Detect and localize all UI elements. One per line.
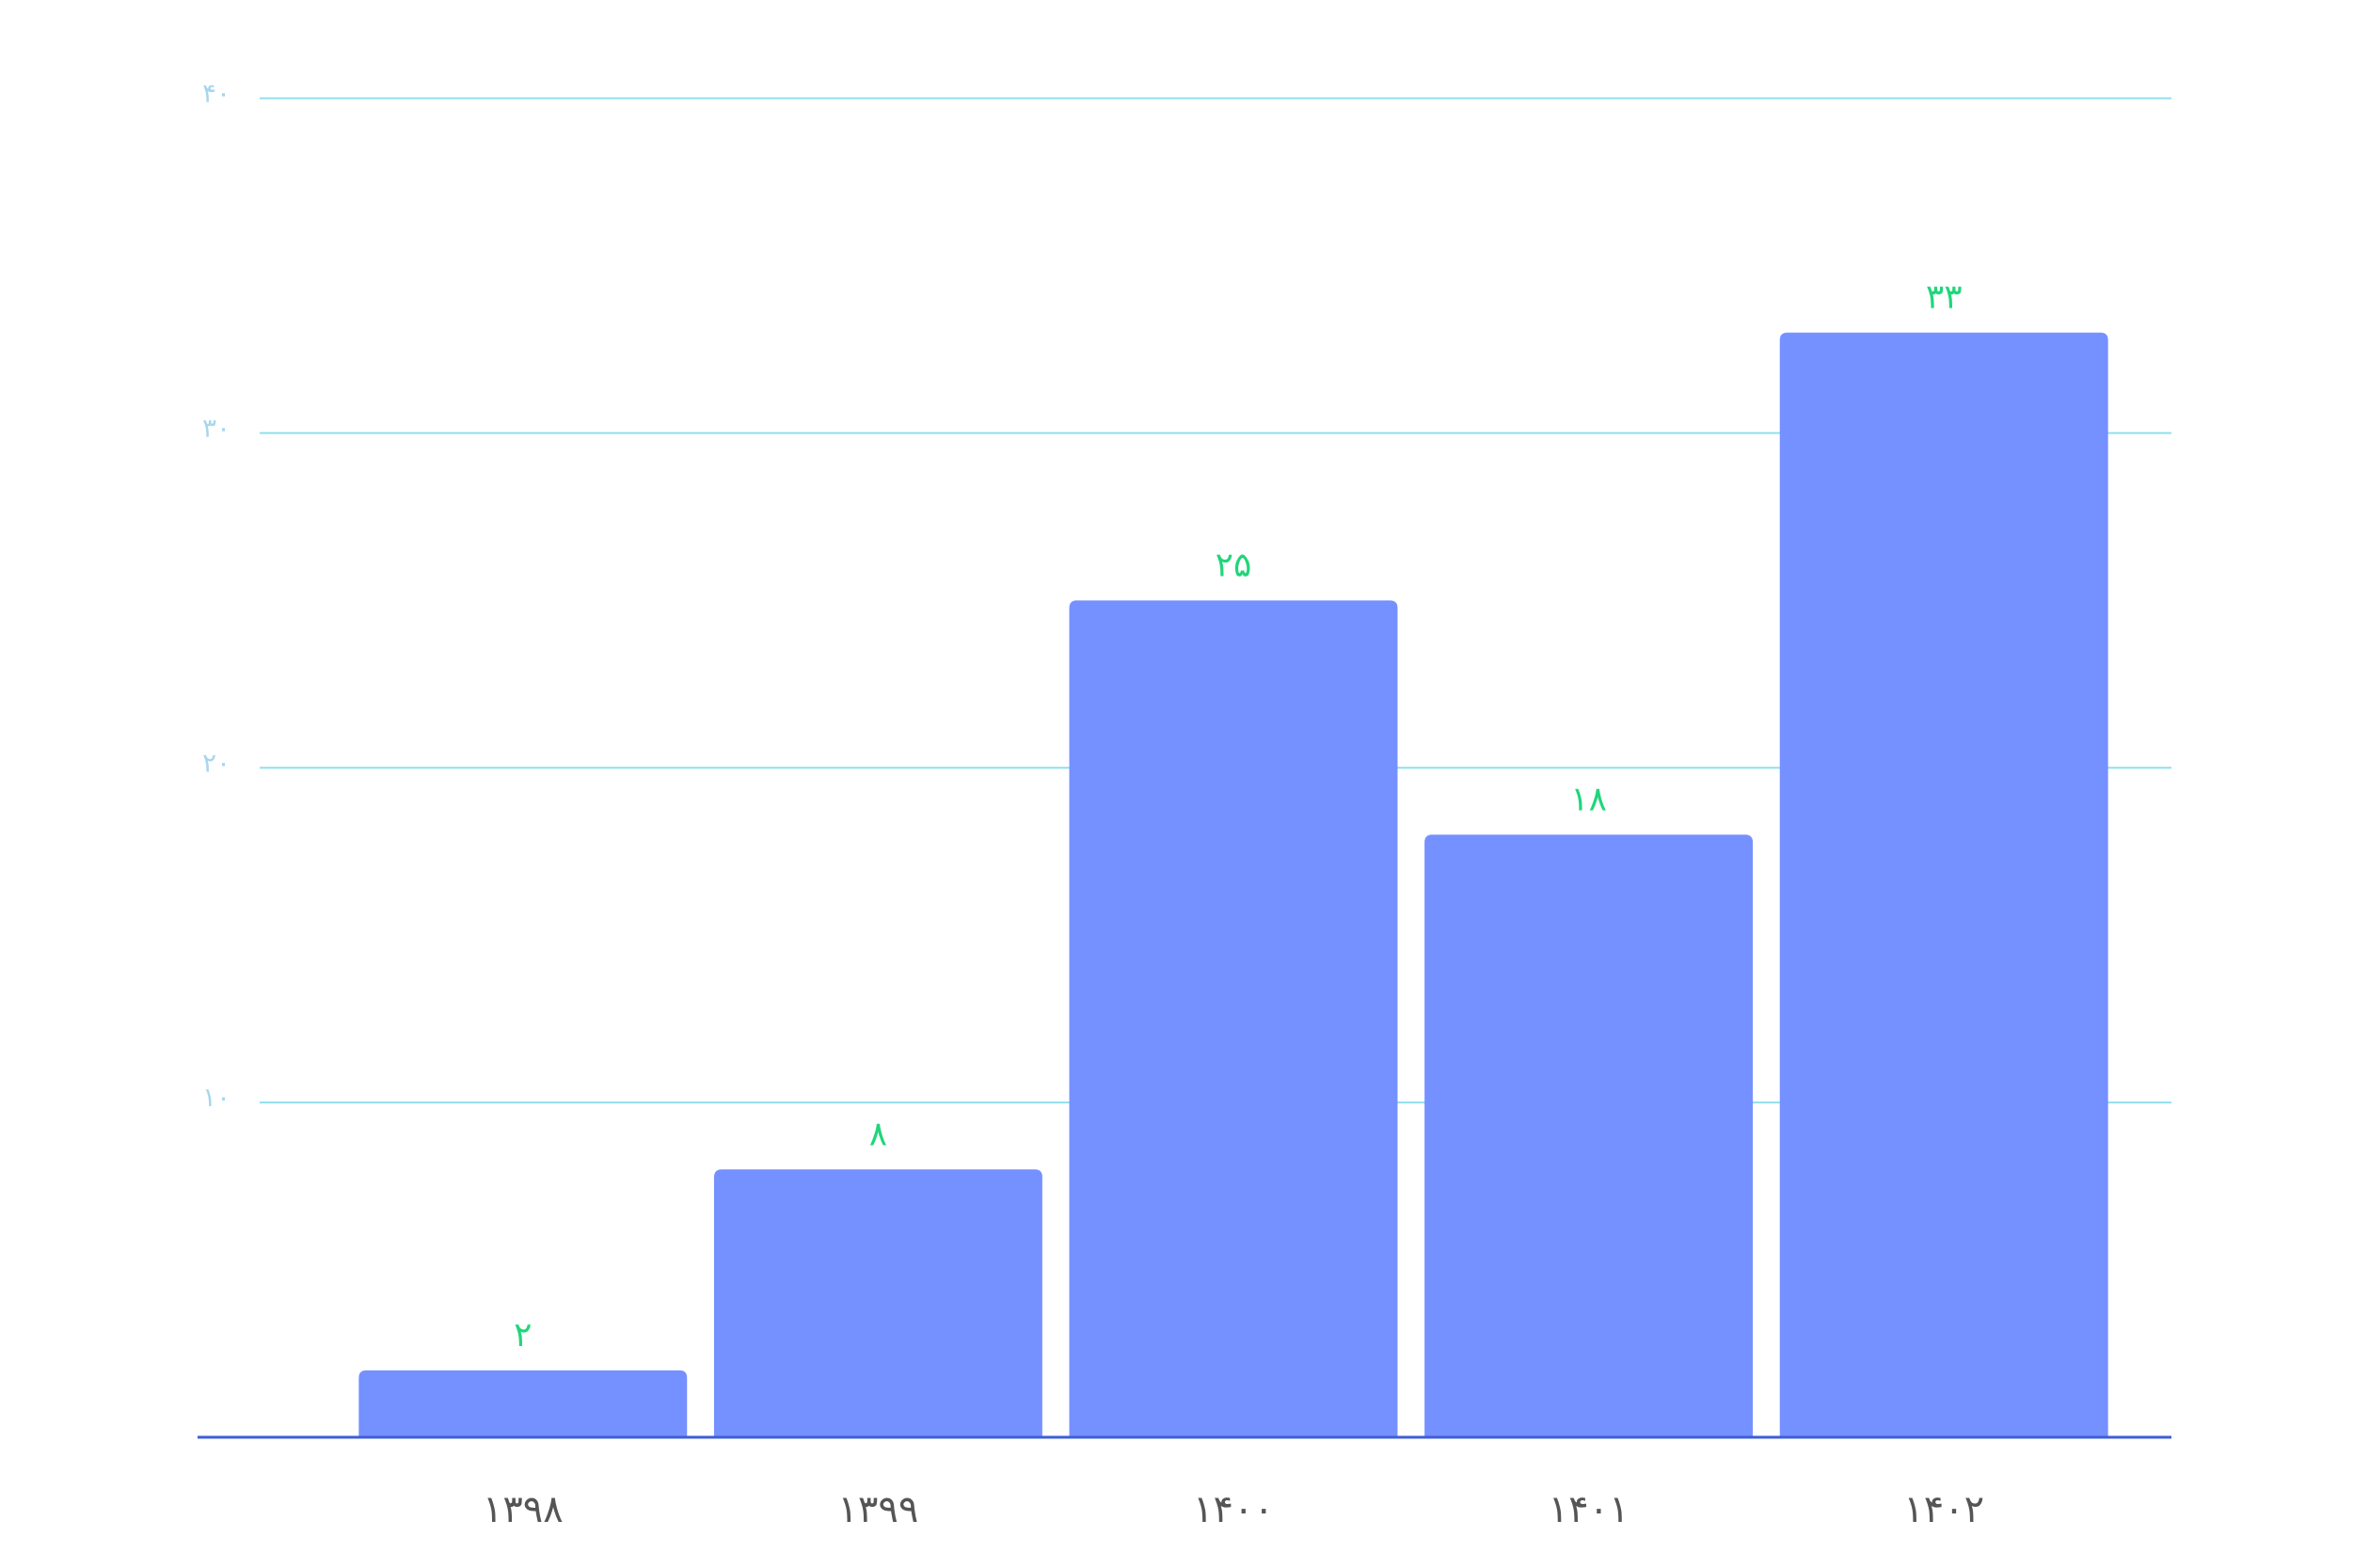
x-tick-label: ۱۴۰۰ — [1193, 1488, 1274, 1531]
y-tick-label: ۱۰ — [202, 1082, 231, 1113]
value-label: ۲ — [514, 1316, 532, 1354]
bar — [713, 1169, 1042, 1437]
value-label: ۳۳ — [1926, 278, 1963, 317]
y-tick-label: ۳۰ — [202, 412, 231, 443]
y-tick-label: ۲۰ — [202, 747, 231, 778]
y-tick-label: ۴۰ — [202, 78, 231, 109]
bar — [1424, 834, 1754, 1437]
value-label: ۲۵ — [1216, 546, 1252, 584]
bar — [1779, 332, 2108, 1437]
x-tick-label: ۱۳۹۸ — [483, 1488, 564, 1531]
x-tick-label: ۱۳۹۹ — [837, 1488, 918, 1531]
x-tick-label: ۱۴۰۲ — [1903, 1488, 1984, 1531]
x-tick-label: ۱۴۰۱ — [1549, 1488, 1630, 1531]
value-label: ۱۸ — [1570, 780, 1607, 818]
value-label: ۸ — [869, 1115, 887, 1153]
bar — [358, 1370, 688, 1437]
bar — [1069, 600, 1398, 1437]
